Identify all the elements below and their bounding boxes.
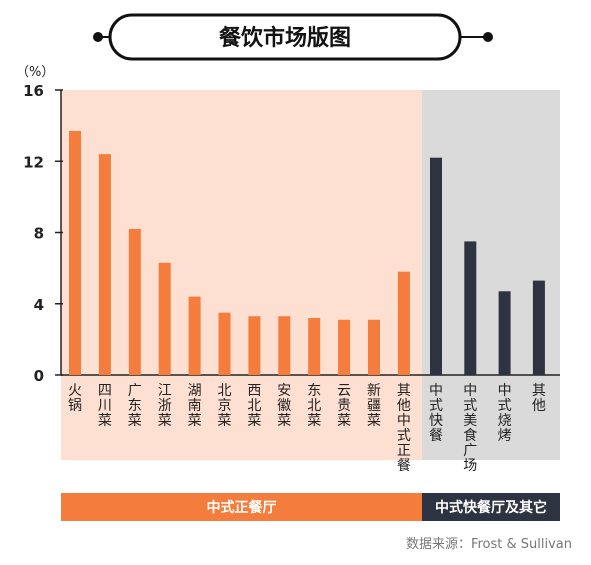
x-category-label: 其他 bbox=[532, 383, 546, 414]
x-category-label: 火锅 bbox=[68, 383, 82, 414]
bar bbox=[532, 280, 545, 375]
bar bbox=[368, 319, 380, 375]
bar bbox=[397, 271, 410, 375]
x-category-label: 四川菜 bbox=[98, 383, 112, 429]
x-category-label: 中式烧烤 bbox=[498, 383, 512, 444]
group-band-orange bbox=[61, 493, 422, 521]
title-banner: 餐饮市场版图 bbox=[93, 13, 493, 61]
y-tick-label: 12 bbox=[23, 153, 44, 171]
x-category-label: 其他中式正餐 bbox=[397, 383, 411, 474]
y-axis-unit: （%） bbox=[16, 65, 54, 80]
bar bbox=[498, 291, 511, 375]
x-category-label: 西北菜 bbox=[247, 383, 261, 429]
group-label-orange: 中式正餐厅 bbox=[207, 499, 277, 516]
group-label-dark: 中式快餐厅及其它 bbox=[435, 499, 547, 516]
bar bbox=[69, 130, 81, 375]
y-tick-label: 4 bbox=[34, 296, 44, 314]
source-note: 数据来源：Frost & Sullivan bbox=[406, 537, 572, 552]
x-category-label: 湖南菜 bbox=[188, 383, 202, 429]
x-category-label: 北京菜 bbox=[218, 383, 232, 429]
x-category-label: 中式美食广场 bbox=[463, 383, 477, 474]
group-band-dark bbox=[422, 493, 560, 521]
x-category-label: 广东菜 bbox=[128, 383, 142, 429]
x-category-label: 东北菜 bbox=[307, 383, 321, 429]
group-background-gray bbox=[422, 90, 560, 460]
x-category-label: 安徽菜 bbox=[277, 383, 291, 429]
bar bbox=[278, 316, 291, 375]
bar bbox=[464, 241, 477, 375]
bar bbox=[338, 319, 351, 375]
bar bbox=[218, 312, 231, 375]
bar bbox=[98, 154, 111, 375]
bar bbox=[158, 262, 171, 375]
bar bbox=[308, 318, 321, 375]
x-category-label: 新疆菜 bbox=[367, 383, 381, 429]
x-category-label: 江浙菜 bbox=[158, 383, 172, 429]
group-background-orange bbox=[61, 90, 422, 460]
x-category-label: 中式快餐 bbox=[429, 383, 443, 444]
bar bbox=[128, 228, 141, 375]
bar bbox=[188, 296, 201, 375]
y-tick-label: 8 bbox=[34, 225, 44, 243]
chart-title: 餐饮市场版图 bbox=[219, 25, 351, 51]
y-tick-label: 16 bbox=[23, 82, 44, 100]
bar bbox=[248, 316, 261, 375]
y-tick-label: 0 bbox=[34, 367, 44, 385]
bar bbox=[430, 157, 442, 375]
x-category-label: 云贵菜 bbox=[337, 383, 351, 429]
